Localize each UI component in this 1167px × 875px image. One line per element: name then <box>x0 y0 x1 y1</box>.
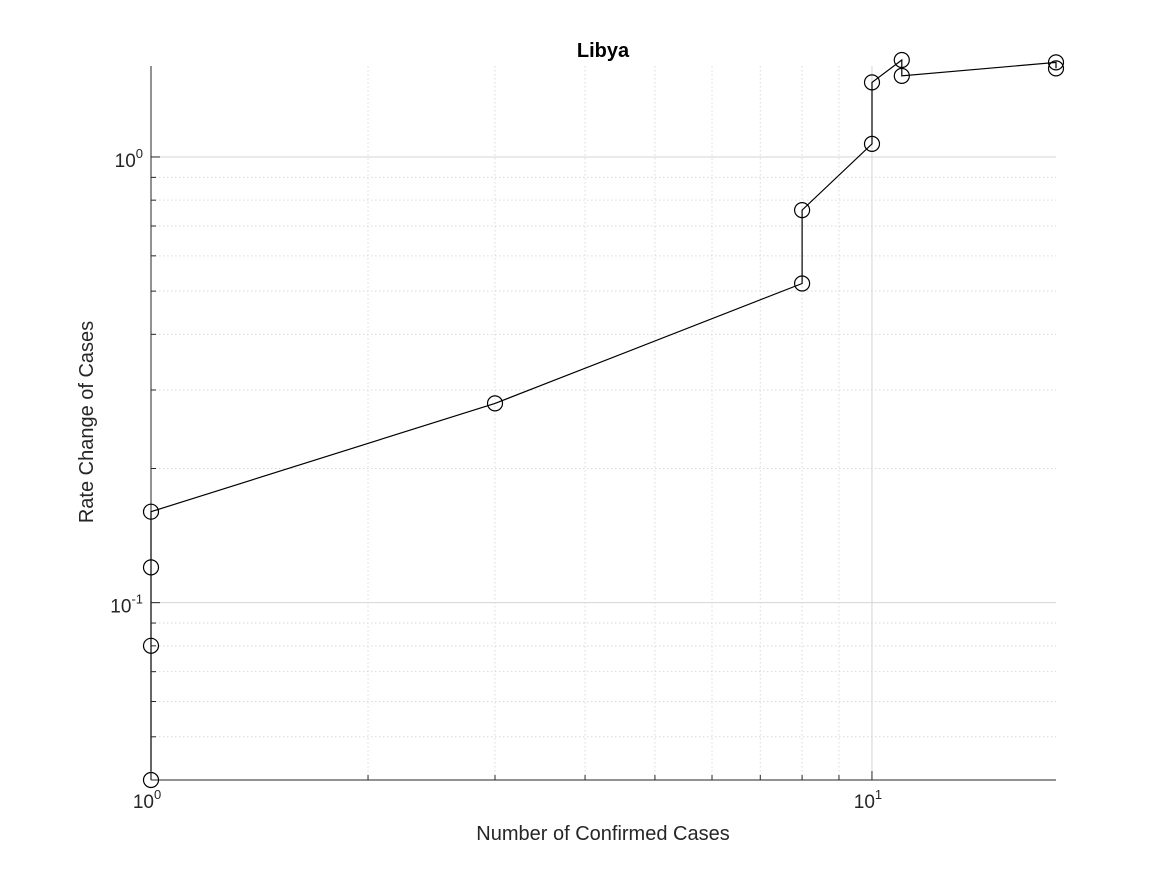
series-line <box>150 58 1057 780</box>
data-point <box>893 67 910 85</box>
y-tick-label: 100 <box>115 146 143 172</box>
data-point <box>142 637 160 654</box>
data-point <box>486 395 504 412</box>
grid-layer <box>151 66 1056 780</box>
x-tick-label: 101 <box>854 787 882 813</box>
data-point <box>793 202 811 219</box>
data-point <box>1047 54 1065 71</box>
chart-title: Libya <box>577 40 630 62</box>
data-point <box>863 74 881 91</box>
data-point <box>1047 60 1065 77</box>
data-point <box>142 503 160 520</box>
data-point <box>893 51 910 69</box>
ticks-layer: 100 101 10-1 100 <box>110 146 882 813</box>
data-point <box>863 135 881 152</box>
x-axis-label: Number of Confirmed Cases <box>476 823 729 845</box>
x-tick-label: 100 <box>133 787 161 813</box>
data-point <box>142 559 160 576</box>
y-tick-label: 10-1 <box>110 592 143 618</box>
series-layer <box>142 51 1065 789</box>
data-point <box>793 275 811 292</box>
axes-layer <box>150 66 1056 781</box>
y-axis-label: Rate Change of Cases <box>76 321 98 523</box>
